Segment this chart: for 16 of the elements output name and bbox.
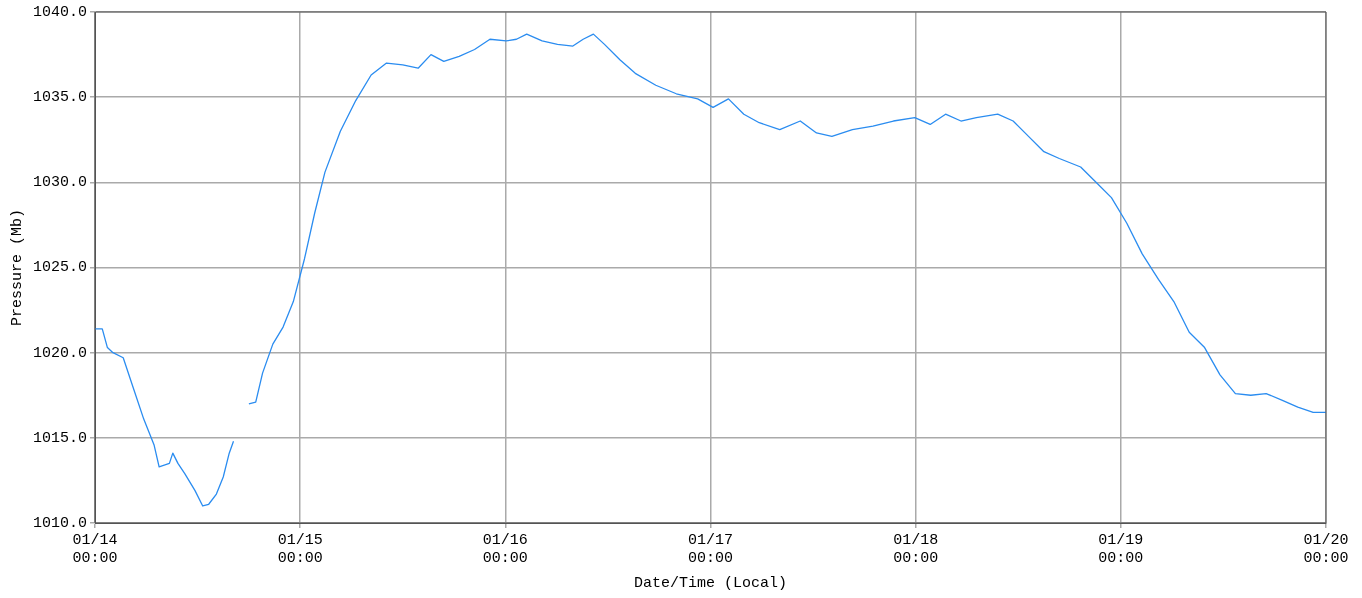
y-axis-title: Pressure (Mb) xyxy=(8,208,26,327)
x-tick-label: 01/18 00:00 xyxy=(893,531,939,567)
y-tick-label: 1040.0 xyxy=(32,3,88,21)
y-tick-label: 1010.0 xyxy=(32,514,88,532)
y-tick-label: 1015.0 xyxy=(32,429,88,447)
y-tick-label: 1035.0 xyxy=(32,89,88,107)
y-tick-label: 1030.0 xyxy=(32,174,88,192)
x-tick-label: 01/14 00:00 xyxy=(72,531,118,567)
x-axis-title: Date/Time (Local) xyxy=(633,574,788,592)
x-tick-label: 01/15 00:00 xyxy=(277,531,323,567)
x-tick-label: 01/19 00:00 xyxy=(1098,531,1144,567)
y-tick-label: 1025.0 xyxy=(32,259,88,277)
x-tick-label: 01/17 00:00 xyxy=(688,531,734,567)
y-tick-label: 1020.0 xyxy=(32,344,88,362)
x-tick-label: 01/20 00:00 xyxy=(1303,531,1349,567)
x-tick-label: 01/16 00:00 xyxy=(482,531,528,567)
